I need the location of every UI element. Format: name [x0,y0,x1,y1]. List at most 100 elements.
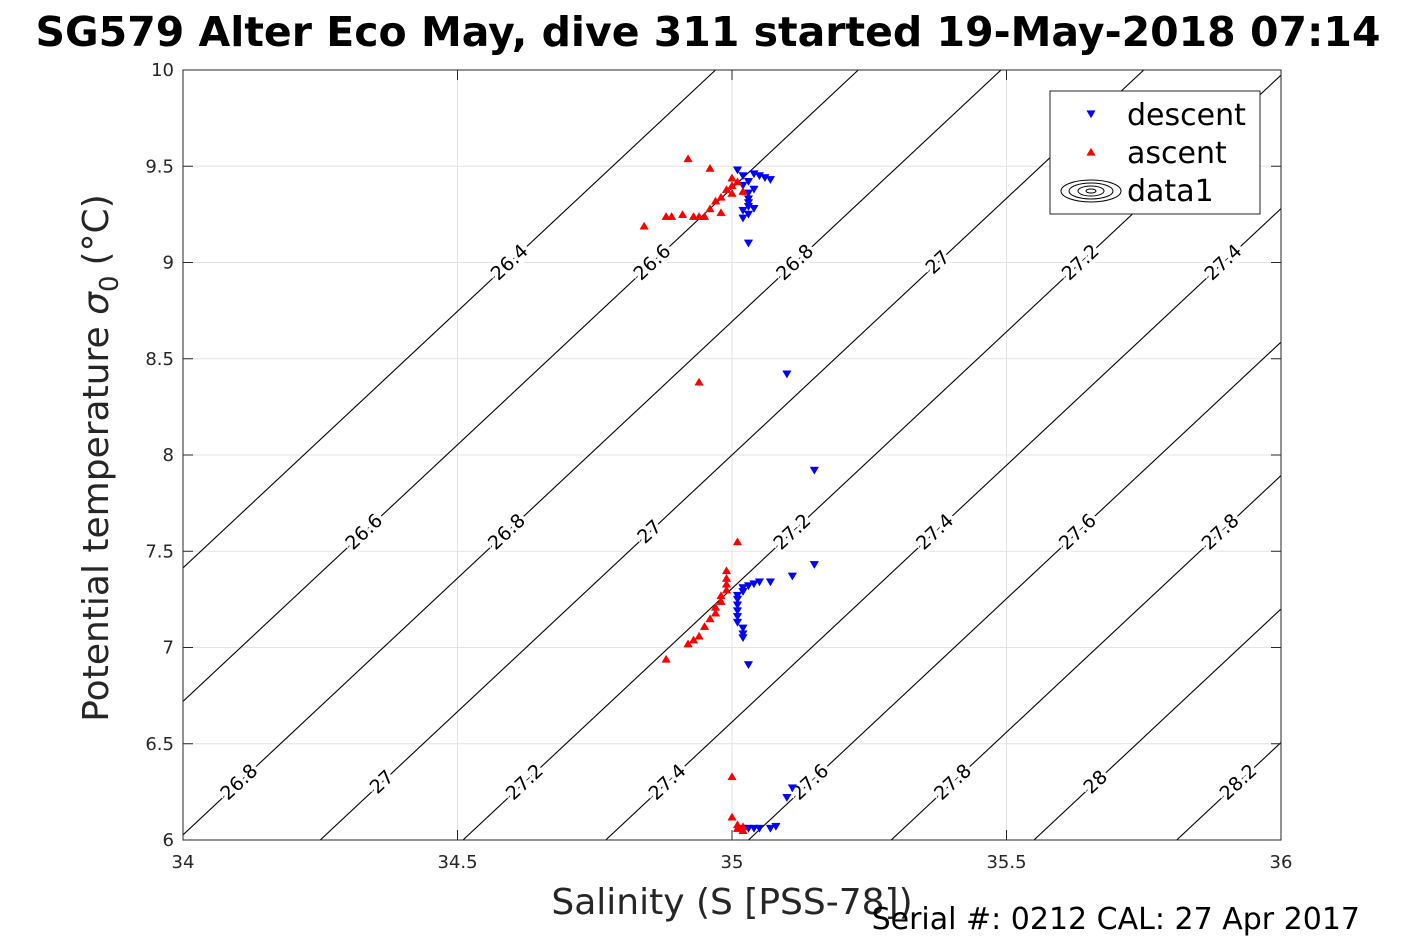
descent-point [782,370,792,379]
ascent-point [710,608,721,617]
descent-point [738,624,748,633]
descent-point [738,214,748,223]
ascent-point [716,597,726,605]
legend-descent-label: descent [1127,98,1246,133]
ascent-point [694,377,704,386]
x-tick-label: 36 [1270,852,1293,873]
y-tick-label: 10 [151,60,174,81]
y-tick-label: 6.5 [145,734,174,755]
descent-point [749,185,759,194]
x-tick-label: 35.5 [986,852,1026,873]
legend-ascent-marker [1086,147,1096,156]
ascent-point [699,622,710,630]
descent-point [732,601,743,610]
x-tick-label: 34.5 [437,852,477,873]
ascent-point [732,177,743,186]
descent-point [738,206,748,215]
legend-data1-label: data1 [1127,174,1214,209]
y-axis-label-symbol: σ [76,291,117,315]
y-axis-ticks: 6 6.5 7 7.5 8 8.5 9 9.5 10 [145,60,1281,851]
descent-point [809,466,819,475]
ascent-point [727,173,737,182]
ascent-point [732,537,743,546]
ascent-point [694,631,704,640]
ascent-point [716,208,726,217]
contour-line [319,70,1145,840]
descent-point [743,178,754,186]
chart-title: SG579 Alter Eco May, dive 311 started 19… [36,8,1381,56]
y-axis-label: Potential temperature σ0 (°C) [76,194,125,722]
descent-point [765,824,776,833]
ascent-point [727,772,737,781]
y-axis-label-subscript: 0 [95,275,125,292]
y-tick-label: 7.5 [145,541,174,562]
ascent-point [727,812,737,821]
ascent-point [688,635,699,644]
ascent-point [661,654,671,663]
x-tick-label: 34 [172,852,195,873]
ascent-point [727,181,737,190]
legend-contour-ring [1077,185,1105,197]
x-axis-label: Salinity (S [PSS-78]) [551,882,912,923]
y-axis-label-unit: (°C) [76,194,117,265]
contour-line [183,70,1002,836]
svg-text:Potential temperature σ0(°C): Potential temperature σ0 (°C) [76,194,125,722]
descent-point [743,199,754,208]
descent-point [738,630,748,639]
descent-point [738,588,748,596]
contour-line [748,341,1281,840]
descent-point [732,613,743,621]
descent-point [765,176,776,184]
ascent-point [738,187,748,195]
ascent-point [661,212,671,220]
ascent-point [732,824,743,833]
ascent-point [716,192,726,201]
descent-point [743,661,754,670]
descent-point [749,204,759,213]
descent-point [787,784,798,793]
ascent-point [683,154,693,163]
y-tick-label: 6 [163,830,174,851]
legend-contour-ring [1085,188,1097,194]
descent-point [743,239,754,248]
descent-point [809,561,819,569]
descent-point [732,607,743,616]
ascent-point [639,221,649,230]
data-points [639,154,819,834]
contour-line [1033,608,1281,840]
y-tick-label: 9.5 [145,156,174,177]
ascent-point [721,185,732,193]
ascent-point [705,614,715,623]
descent-point [787,572,798,581]
descent-point [732,595,743,604]
ascent-point [705,204,715,213]
descent-point [732,591,743,600]
ascent-point [721,566,732,575]
ascent-point [677,210,688,218]
y-tick-label: 8 [163,445,174,466]
descent-point [765,578,776,587]
legend-descent-marker [1086,110,1096,119]
legend-box [1049,90,1261,215]
ascent-point [727,188,737,197]
ascent-point [721,585,732,594]
descent-point [743,195,754,204]
legend-data1-contour-icon [1060,179,1122,203]
descent-point [732,618,743,627]
ascent-point [683,639,693,648]
legend-contour-ring [1060,179,1122,203]
y-tick-label: 7 [163,638,174,659]
ascent-point [705,163,715,172]
serial-calibration-note: Serial #: 0212 CAL: 27 Apr 2017 [872,902,1360,937]
ascent-point [710,196,721,205]
descent-point [738,172,748,181]
y-axis-label-main: Potential temperature [76,326,117,721]
descent-point [738,634,748,643]
contour-line [605,207,1281,840]
ascent-point [738,826,748,834]
x-axis-ticks: 34 34.5 35 35.5 36 [172,70,1293,873]
descent-point [782,794,792,802]
ascent-point [688,212,699,220]
y-tick-label: 9 [163,253,174,274]
